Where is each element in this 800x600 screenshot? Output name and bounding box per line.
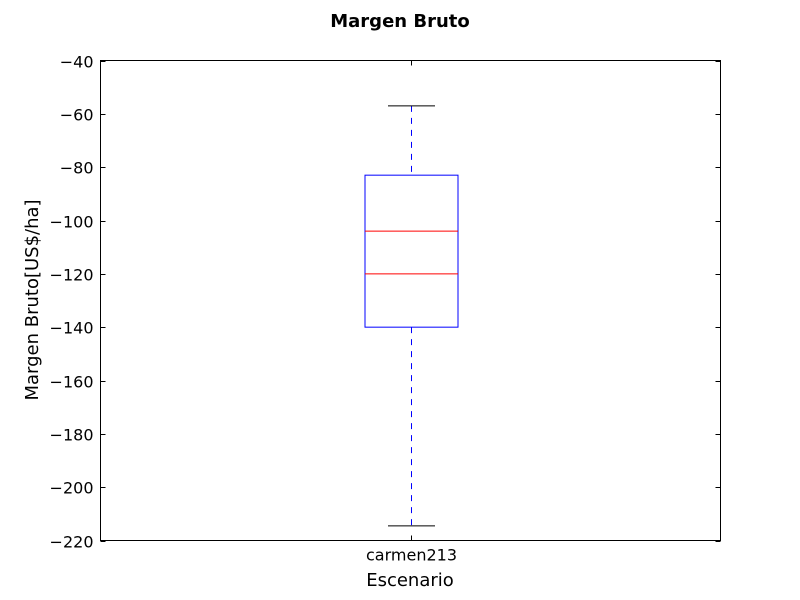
x-tick-label: carmen213 — [366, 546, 457, 565]
y-axis-label: Margen Bruto[US$/ha] — [22, 199, 43, 400]
y-tick-label: −120 — [50, 266, 94, 285]
y-tick-label: −180 — [50, 426, 94, 445]
y-tick-label: −80 — [60, 159, 94, 178]
box-iqr — [364, 174, 459, 328]
y-axis-ticks: −40 −60 −80 −100 −120 −140 −160 −180 −200 −220 — [50, 53, 721, 552]
axes-frame — [100, 60, 721, 541]
y-tick-label: −60 — [60, 106, 94, 125]
y-tick-label: −40 — [60, 53, 94, 72]
y-tick-label: −160 — [50, 373, 94, 392]
box-group — [364, 105, 459, 527]
y-tick-label: −200 — [50, 479, 94, 498]
y-tick-label: −100 — [50, 213, 94, 232]
x-axis-label: Escenario — [366, 570, 454, 591]
y-tick-label: −140 — [50, 319, 94, 338]
x-axis-ticks: carmen213 — [366, 60, 457, 565]
chart-title: Margen Bruto — [330, 11, 470, 32]
plot-area — [364, 105, 459, 527]
y-tick-label: −220 — [50, 533, 94, 552]
